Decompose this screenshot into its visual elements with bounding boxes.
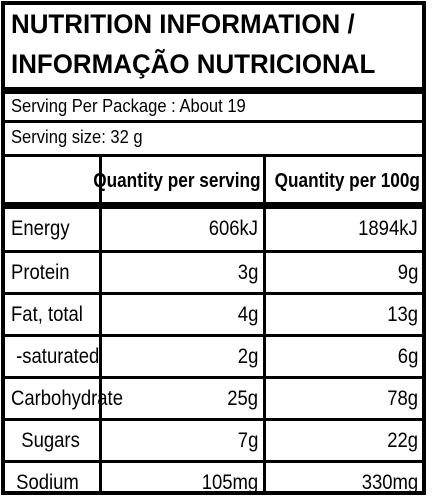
row-divider: [5, 376, 422, 379]
per-serving-value: 25g: [227, 387, 258, 410]
per-serving-value: 7g: [237, 429, 258, 452]
per-serving-value: 606kJ: [208, 217, 258, 240]
title-english: NUTRITION INFORMATION /: [11, 9, 355, 39]
row-divider: [5, 460, 422, 463]
column-divider-1: [99, 157, 102, 495]
header-per-serving: Quantity per serving: [92, 170, 260, 192]
row-divider: [5, 292, 422, 295]
per-100g-value: 6g: [397, 345, 418, 368]
nutrient-name: Protein: [11, 261, 70, 284]
nutrient-row-sugars: Sugars 7g 22g: [5, 421, 422, 461]
nutrient-row-energy: Energy 606kJ 1894kJ: [5, 209, 422, 249]
title-portuguese: INFORMAÇÃO NUTRICIONAL: [11, 49, 376, 79]
per-100g-value: 78g: [387, 387, 418, 410]
nutrient-name: -saturated: [11, 345, 100, 368]
divider-serving: [5, 120, 422, 123]
row-divider: [5, 250, 422, 253]
nutrient-name: Sodium: [11, 471, 79, 494]
per-serving-value: 3g: [237, 261, 258, 284]
per-serving-value: 2g: [237, 345, 258, 368]
nutrient-name: Fat, total: [11, 303, 83, 326]
row-divider: [5, 418, 422, 421]
nutrient-row-protein: Protein 3g 9g: [5, 253, 422, 293]
divider-header: [5, 202, 422, 209]
row-divider: [5, 334, 422, 337]
per-100g-value: 330mg: [361, 471, 418, 494]
per-100g-value: 13g: [387, 303, 418, 326]
per-100g-value: 9g: [397, 261, 418, 284]
divider-title: [5, 87, 422, 94]
nutrient-name: Carbohydrate: [11, 387, 123, 410]
nutrient-row-sodium: Sodium 105mg 330mg: [5, 463, 422, 503]
nutrient-row-fat: Fat, total 4g 13g: [5, 295, 422, 335]
divider-table-top: [5, 154, 422, 157]
nutrition-panel: NUTRITION INFORMATION / INFORMAÇÃO NUTRI…: [1, 1, 426, 495]
nutrient-row-carbohydrate: Carbohydrate 25g 78g: [5, 379, 422, 419]
per-100g-value: 22g: [387, 429, 418, 452]
per-100g-value: 1894kJ: [358, 217, 418, 240]
serving-size: Serving size: 32 g: [11, 127, 143, 147]
column-divider-2: [263, 157, 266, 495]
nutrient-name: Sugars: [11, 429, 80, 452]
servings-per-package: Serving Per Package : About 19: [11, 96, 246, 116]
header-per-100g: Quantity per 100g: [274, 170, 420, 192]
per-serving-value: 4g: [237, 303, 258, 326]
nutrient-row-saturated: -saturated 2g 6g: [5, 337, 422, 377]
nutrient-name: Energy: [11, 217, 70, 240]
per-serving-value: 105mg: [201, 471, 258, 494]
